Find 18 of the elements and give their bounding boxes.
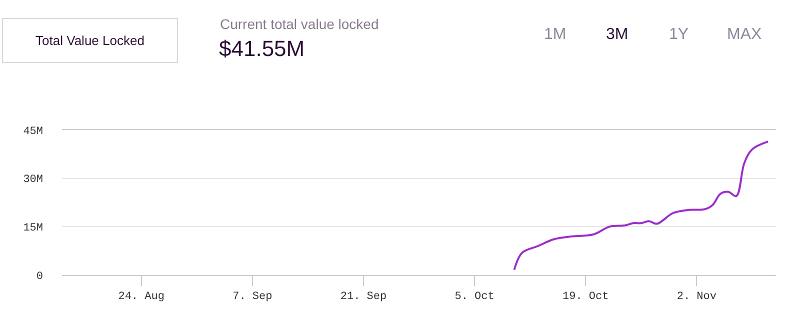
y-tick-label: 0 (36, 270, 43, 283)
y-tick-label: 30M (23, 174, 43, 186)
x-tick-label: 2. Nov (676, 291, 717, 304)
y-tick-label: 15M (23, 222, 43, 235)
x-tick-label: 21. Sep (340, 291, 387, 304)
text: MAX (727, 26, 762, 43)
text: 3M (606, 26, 628, 43)
text: 1Y (669, 26, 689, 43)
chart-subtitle: Current total value locked (220, 16, 379, 32)
x-tick-label: 24. Aug (118, 291, 164, 304)
x-tick-label: 5. Oct (454, 291, 494, 304)
x-tick-label: 7. Sep (232, 291, 272, 304)
x-tick-label: 19. Oct (562, 291, 609, 304)
text: Total Value Locked (36, 33, 144, 48)
text: 1M (544, 26, 566, 43)
chart-title: $41.55M (219, 36, 305, 61)
line-series (513, 140, 770, 271)
y-tick-label: 45M (23, 126, 43, 138)
